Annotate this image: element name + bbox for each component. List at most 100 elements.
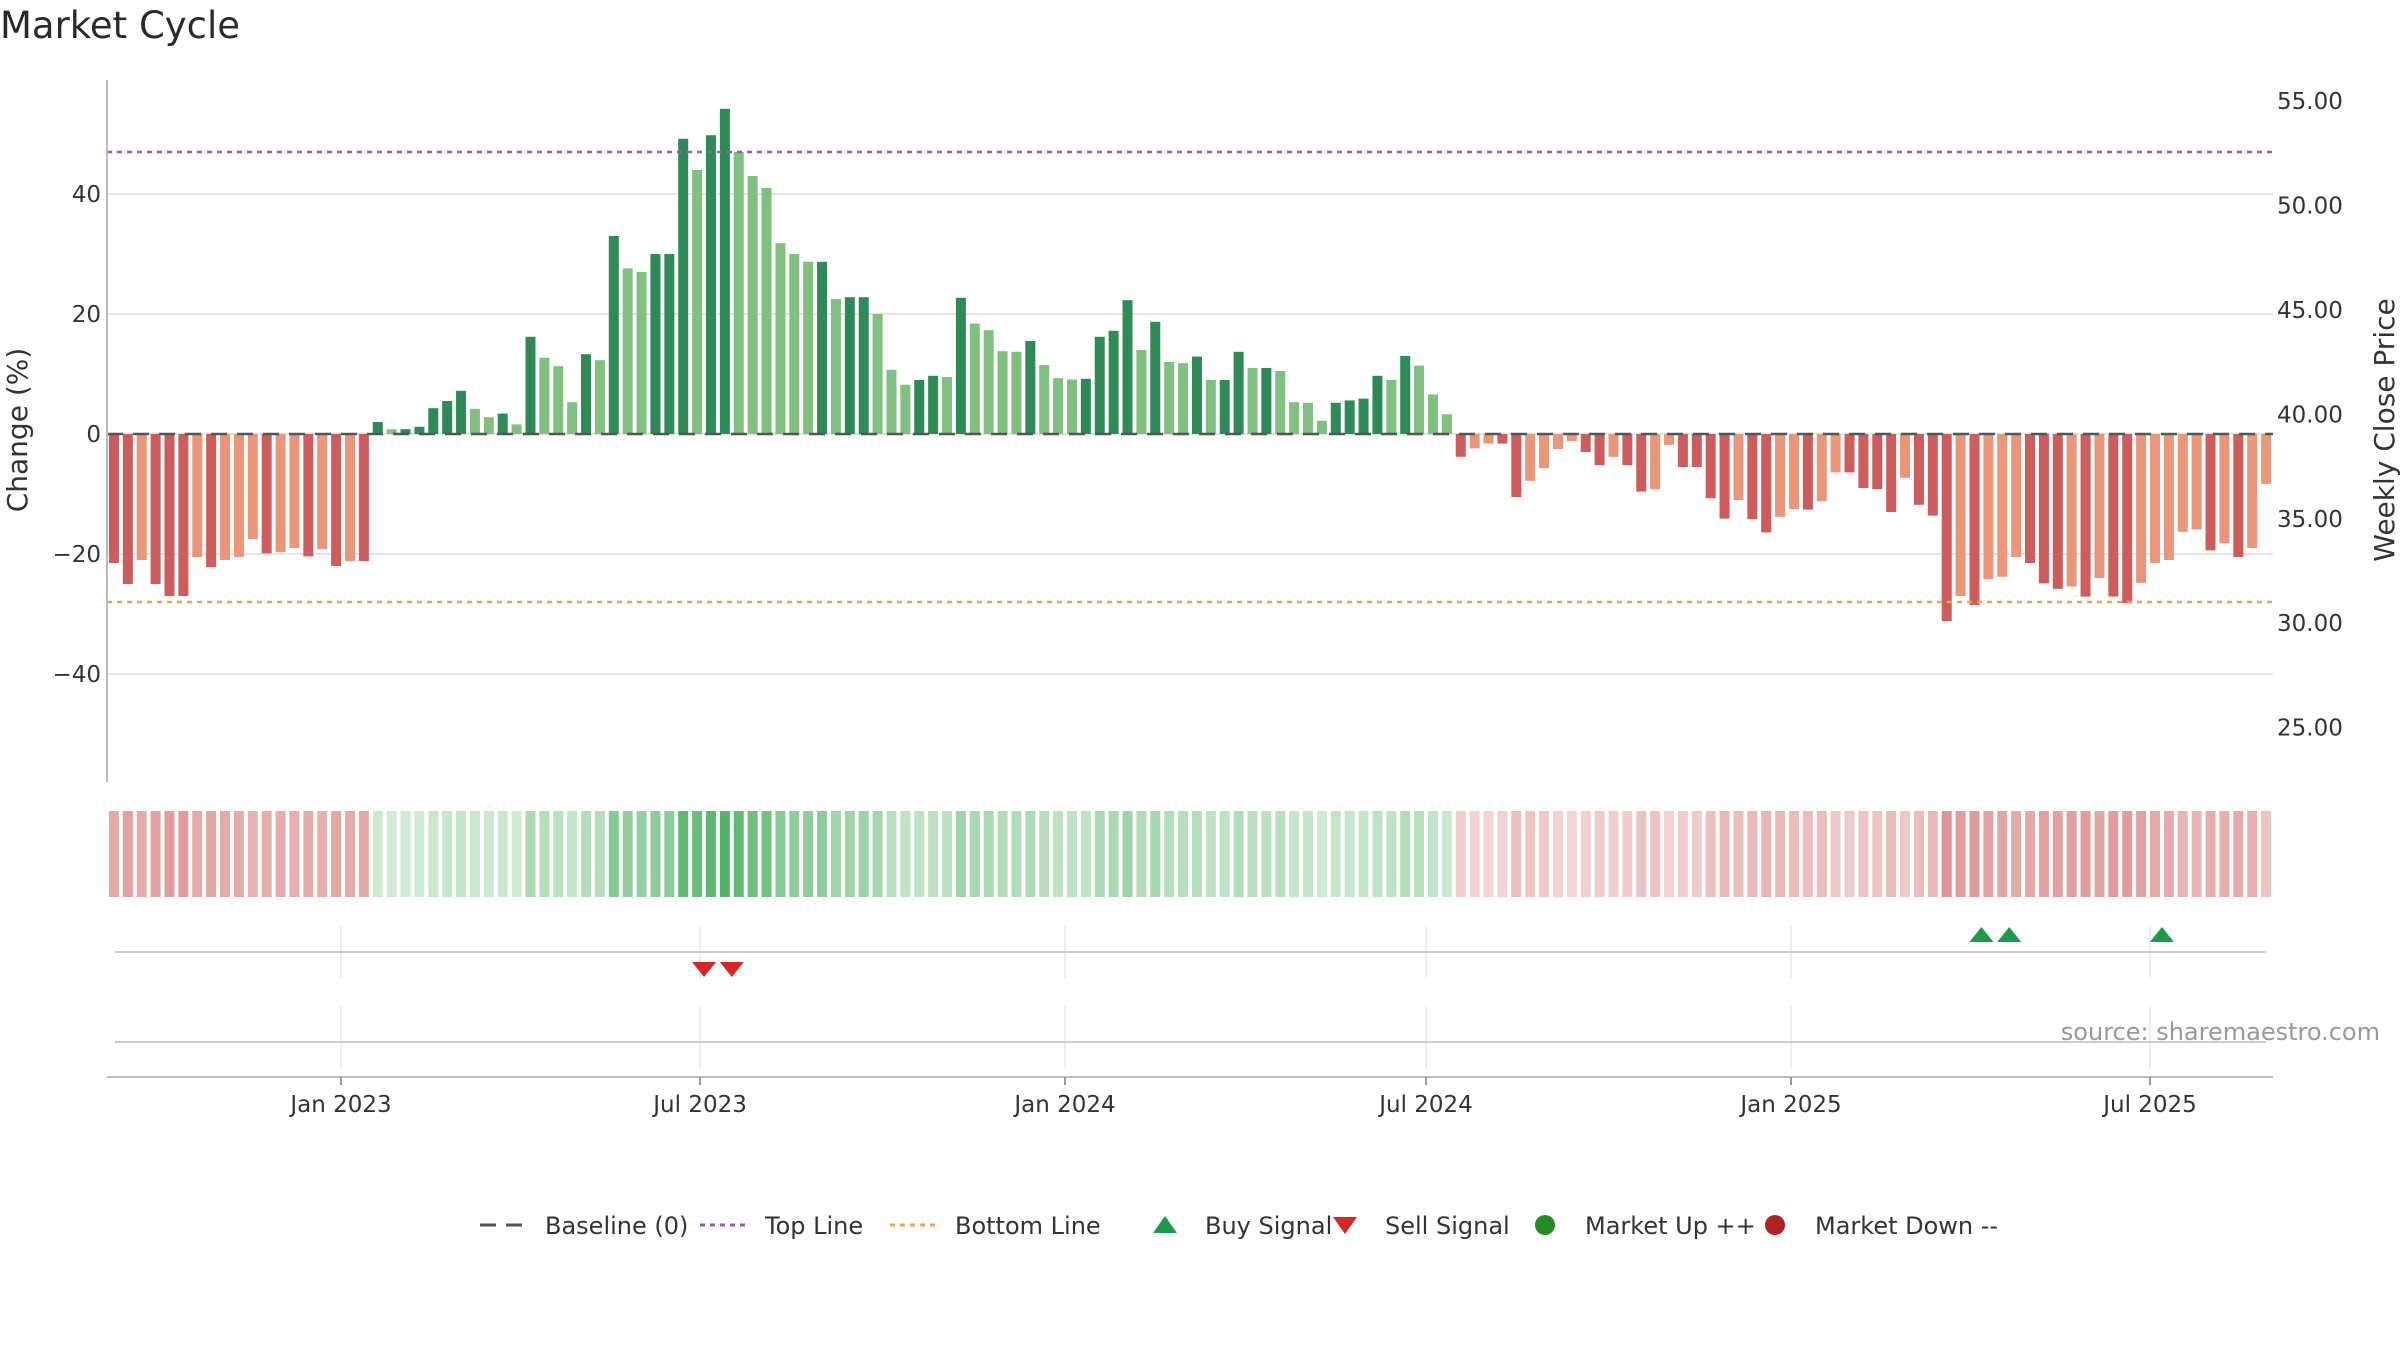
heat-strip-cell <box>442 811 453 897</box>
y-tick-label-right: 25.00 <box>2277 716 2343 742</box>
change-bar <box>1900 434 1911 478</box>
x-tick-label: Jul 2024 <box>1377 1092 1473 1118</box>
heat-strip-cell <box>1650 811 1661 897</box>
change-bar <box>914 380 925 434</box>
heat-strip-cell <box>1900 811 1911 897</box>
legend-label: Market Down -- <box>1815 1212 1998 1240</box>
change-bar <box>136 434 147 560</box>
change-bar <box>983 330 994 434</box>
change-bar <box>872 314 883 434</box>
change-bar <box>2261 434 2272 484</box>
change-bar <box>1455 434 1466 457</box>
heat-strip-cell <box>1566 811 1577 897</box>
heat-strip-cell <box>1830 811 1841 897</box>
heat-strip-cell <box>733 811 744 897</box>
heat-strip-cell <box>608 811 619 897</box>
change-bar <box>1386 380 1397 434</box>
heat-strip-cell <box>1664 811 1675 897</box>
heat-strip-cell <box>775 811 786 897</box>
heat-strip-cell <box>1094 811 1105 897</box>
heat-strip-cell <box>1580 811 1591 897</box>
heat-strip-cell <box>400 811 411 897</box>
change-bar <box>1469 434 1480 449</box>
heat-strip-cell <box>789 811 800 897</box>
heat-strip-cell <box>2094 811 2105 897</box>
legend-label: Top Line <box>764 1212 863 1240</box>
change-bar <box>1483 434 1494 444</box>
heat-strip-cell <box>483 811 494 897</box>
sell-signal-marker <box>692 962 717 977</box>
change-bar <box>692 170 703 434</box>
change-bar <box>220 434 231 560</box>
change-bar <box>636 272 647 434</box>
heat-strip-cell <box>914 811 925 897</box>
change-bar <box>1955 434 1966 596</box>
change-bar <box>761 188 772 434</box>
heat-strip-cell <box>275 811 286 897</box>
change-bar <box>317 434 328 550</box>
legend-circle-icon <box>1535 1215 1555 1235</box>
change-bar <box>414 426 425 434</box>
change-bar <box>497 413 508 434</box>
heat-strip-cell <box>1927 811 1938 897</box>
y-tick-label-left: 40 <box>72 182 101 208</box>
change-bar <box>289 434 300 548</box>
source-text: source: sharemaestro.com <box>2061 1018 2380 1046</box>
change-bar <box>178 434 189 596</box>
y-tick-label-left: −20 <box>52 542 101 568</box>
heat-strip-cell <box>858 811 869 897</box>
change-bar <box>2094 434 2105 578</box>
change-bar <box>442 401 453 434</box>
change-bar <box>775 243 786 434</box>
change-bar <box>2177 434 2188 532</box>
heat-strip-cell <box>719 811 730 897</box>
change-bar <box>1761 434 1772 533</box>
change-bar <box>2219 434 2230 544</box>
change-bar <box>122 434 133 584</box>
buy-signal-marker <box>2149 927 2174 942</box>
change-bar <box>1913 434 1924 505</box>
change-bar <box>1802 434 1813 510</box>
change-bar <box>650 254 661 434</box>
heat-strip-cell <box>1205 811 1216 897</box>
heat-strip-cell <box>497 811 508 897</box>
heat-strip-cell <box>622 811 633 897</box>
heat-strip-cell <box>1136 811 1147 897</box>
heat-strip-cell <box>2191 811 2202 897</box>
heat-strip-cell <box>1886 811 1897 897</box>
change-bar <box>108 434 119 563</box>
change-bar <box>844 297 855 434</box>
y-tick-label-left: 0 <box>86 422 101 448</box>
x-tick-label: Jan 2024 <box>1012 1092 1115 1118</box>
heat-strip-cell <box>1802 811 1813 897</box>
heat-strip-cell <box>997 811 1008 897</box>
change-bar <box>539 357 550 434</box>
change-bar <box>1344 400 1355 434</box>
change-bar <box>233 434 244 557</box>
change-bar <box>719 108 730 435</box>
heat-strip-cell <box>1427 811 1438 897</box>
gridlines <box>107 193 2273 1068</box>
change-bar <box>1552 434 1563 449</box>
change-bar <box>206 434 217 568</box>
heat-strip-cell <box>469 811 480 897</box>
change-bar <box>372 422 383 434</box>
heat-strip-cell <box>1622 811 1633 897</box>
heat-strip-cell <box>928 811 939 897</box>
change-bar <box>1969 434 1980 605</box>
heat-strip-cell <box>2163 811 2174 897</box>
heat-strip-cell <box>1039 811 1050 897</box>
heat-strip-cell <box>2025 811 2036 897</box>
buy-signal-marker <box>1997 927 2022 942</box>
heat-strip-cell <box>456 811 467 897</box>
change-bar <box>1066 379 1077 434</box>
legend-triangle-up-icon <box>1153 1216 1177 1233</box>
x-tick-label: Jan 2025 <box>1738 1092 1841 1118</box>
change-bar <box>553 366 564 434</box>
change-bar <box>678 138 689 435</box>
change-bar <box>1566 434 1577 442</box>
change-bar <box>900 384 911 434</box>
change-bar <box>1525 434 1536 481</box>
change-bar <box>2205 434 2216 551</box>
change-bar <box>247 434 258 539</box>
